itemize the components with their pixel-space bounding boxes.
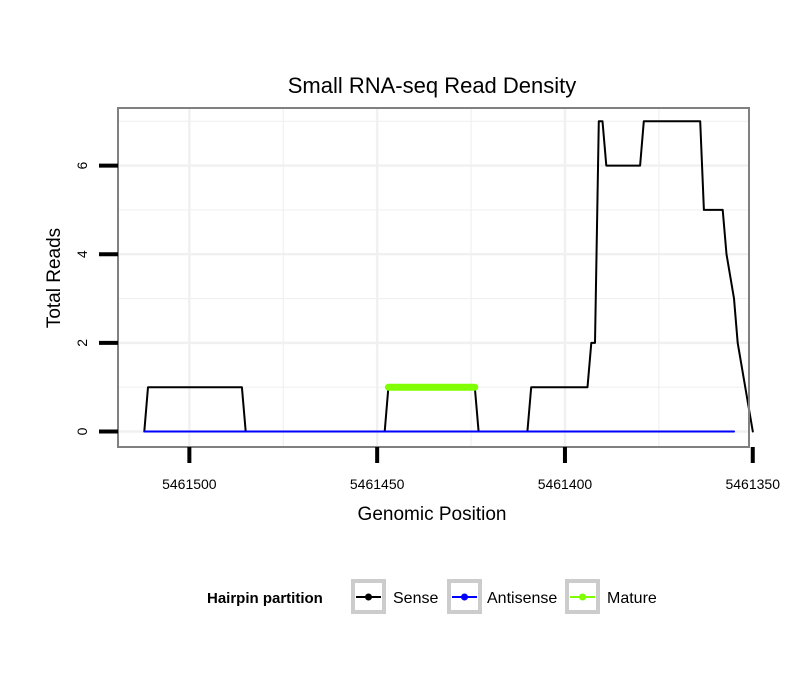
x-tick-label: 5461450 [350,476,405,492]
x-tick-label: 5461350 [725,476,780,492]
x-tick-label: 5461500 [162,476,217,492]
legend-item-sense: Sense [351,579,438,614]
legend-label-antisense: Antisense [487,590,557,607]
legend-item-mature: Mature [565,579,657,614]
legend-point-antisense [461,593,468,601]
y-tick-label: 2 [74,339,90,347]
legend-title: Hairpin partition [207,590,323,607]
series-line-sense [143,120,754,433]
x-axis-label: Genomic Position [358,504,507,525]
y-axis-label: Total Reads [44,228,65,328]
y-tick-label: 4 [74,250,90,258]
legend-point-mature [579,593,586,601]
plot-border [117,107,750,448]
x-axis: 5461500 5461450 5461400 5461350 [162,447,780,492]
legend: Hairpin partition Sense Antisense Mature [207,579,657,614]
legend-label-mature: Mature [607,590,657,607]
y-tick-label: 0 [74,427,90,435]
legend-item-antisense: Antisense [447,579,557,614]
y-tick-label: 6 [74,161,90,169]
plot-panel [117,107,754,448]
x-tick-label: 5461400 [538,476,593,492]
chart-title: Small RNA-seq Read Density [288,73,577,98]
y-axis: 0 2 4 6 [74,161,118,435]
legend-label-sense: Sense [393,590,438,607]
series-layer [143,120,754,433]
legend-point-sense [365,593,372,601]
